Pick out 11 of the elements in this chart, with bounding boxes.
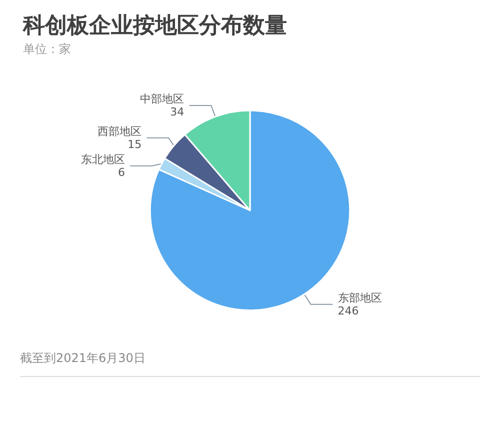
- text: 截至到2021年6月30日: [20, 351, 146, 365]
- data-label: 246: [338, 304, 359, 318]
- data-label: 15: [128, 138, 142, 151]
- chart-title: 科创板企业按地区分布数量: [22, 14, 287, 38]
- data-label: 6: [118, 166, 125, 179]
- slice-label: 中部地区: [140, 92, 184, 106]
- slice-label: 东部地区: [338, 291, 382, 304]
- data-label: 34: [170, 105, 184, 118]
- slice-label: 西部地区: [98, 124, 142, 138]
- chart-subtitle: 单位：家: [23, 42, 71, 56]
- slice-label: 东北地区: [80, 152, 125, 166]
